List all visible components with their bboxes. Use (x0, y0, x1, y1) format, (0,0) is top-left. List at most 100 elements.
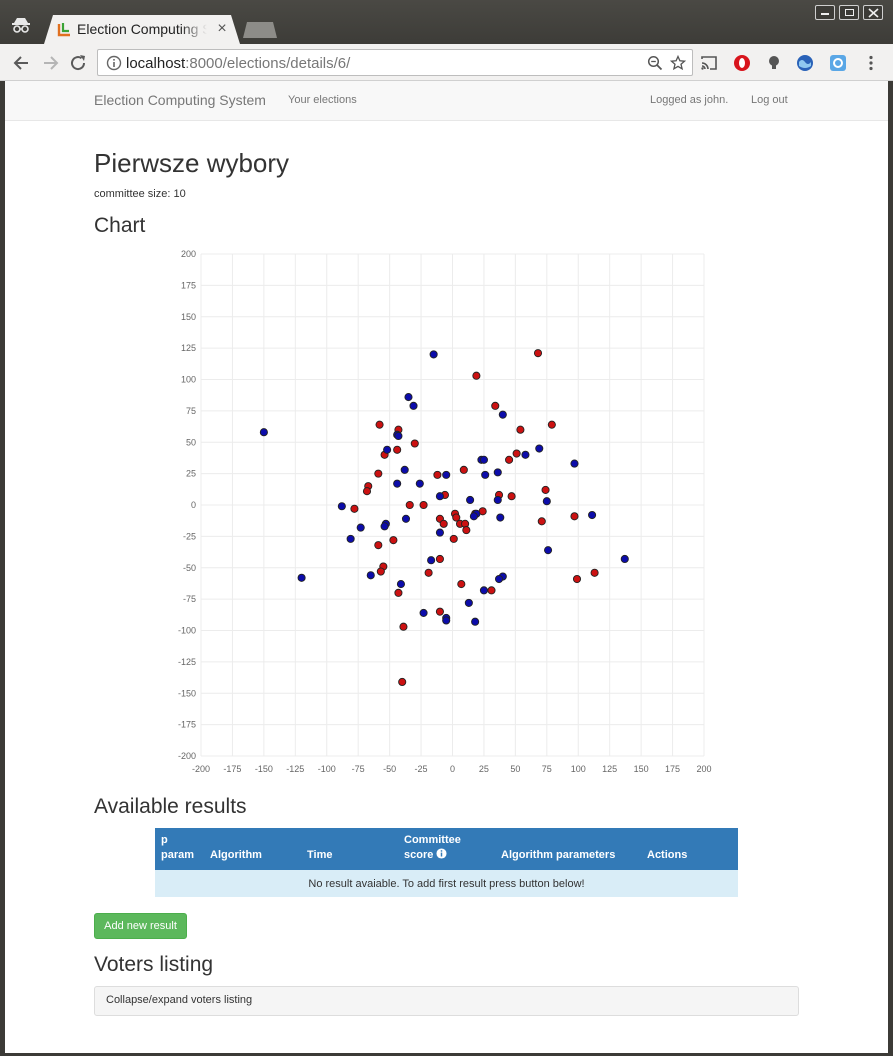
data-point-red (374, 541, 383, 550)
address-bar[interactable]: localhost:8000/elections/details/6/ (97, 49, 693, 76)
data-point-blue (380, 522, 389, 531)
col-committee-score: Committee score (398, 828, 495, 870)
data-point-blue (383, 445, 392, 454)
data-point-red (449, 534, 458, 543)
data-point-red (533, 349, 543, 358)
window-controls (811, 5, 883, 21)
data-point-red (410, 439, 419, 448)
data-point-blue (366, 571, 375, 580)
opera-extension-icon[interactable] (733, 54, 751, 72)
zoom-icon[interactable] (647, 55, 663, 71)
results-table: p param Algorithm Time Committee score Alg… (155, 828, 738, 897)
data-point-red (398, 677, 407, 687)
forward-arrow-icon[interactable] (40, 53, 60, 73)
y-tick-label: 100 (181, 375, 196, 385)
site-info-icon[interactable] (106, 55, 122, 71)
y-tick-label: -25 (183, 531, 196, 541)
data-point-red (547, 420, 556, 429)
logout-link[interactable]: Log out (751, 94, 788, 106)
y-tick-label: -150 (178, 688, 196, 698)
x-tick-label: 75 (542, 764, 552, 774)
data-point-red (374, 469, 383, 478)
back-arrow-icon[interactable] (12, 53, 32, 73)
data-point-blue (429, 350, 438, 359)
data-point-blue (498, 410, 507, 419)
data-point-blue (535, 444, 544, 453)
data-point-red (452, 513, 461, 522)
col-p-param: p param (155, 828, 204, 870)
incognito-icon (12, 18, 30, 33)
y-tick-label: -200 (178, 751, 196, 761)
data-point-blue (393, 479, 402, 488)
x-tick-label: -100 (318, 764, 336, 774)
voters-collapse-panel[interactable]: Collapse/expand voters listing (94, 986, 799, 1016)
col-score-line2: score (404, 849, 434, 861)
data-point-red (394, 588, 403, 597)
data-point-blue (415, 479, 424, 488)
y-tick-label: 150 (181, 312, 196, 322)
data-point-red (419, 500, 428, 510)
new-tab-button[interactable] (243, 22, 277, 38)
col-p-param-line2: param (161, 849, 195, 861)
minimize-window-button[interactable] (815, 5, 835, 20)
data-point-blue (435, 528, 444, 537)
data-point-blue (396, 580, 405, 589)
info-icon[interactable] (436, 848, 447, 859)
y-tick-label: 75 (186, 406, 196, 416)
gear-extension-icon[interactable] (829, 54, 847, 72)
page-viewport: Election Computing System Your elections… (5, 81, 888, 1053)
col-algorithm-parameters: Algorithm parameters (495, 828, 641, 870)
data-point-blue (496, 513, 505, 522)
y-tick-label: 50 (186, 437, 196, 447)
x-tick-label: 200 (696, 764, 711, 774)
data-point-blue (401, 514, 411, 523)
x-tick-label: -50 (383, 764, 396, 774)
browser-titlebar: Election Computing System × (0, 0, 893, 44)
data-point-red (572, 574, 582, 584)
bookmark-star-icon[interactable] (670, 55, 686, 71)
data-point-blue (469, 512, 478, 521)
close-window-button[interactable] (863, 5, 883, 20)
maximize-window-button[interactable] (839, 5, 859, 20)
data-point-blue (404, 393, 413, 402)
data-point-blue (544, 546, 553, 555)
chart-heading: Chart (94, 214, 146, 237)
col-actions: Actions (641, 828, 738, 870)
data-point-blue (479, 455, 488, 464)
data-point-blue (409, 401, 418, 410)
data-point-blue (471, 617, 480, 626)
data-point-blue (479, 586, 488, 595)
browser-tab-active[interactable]: Election Computing System × (44, 15, 240, 44)
x-tick-label: -25 (415, 764, 428, 774)
data-point-red (512, 449, 521, 458)
y-tick-label: -100 (178, 626, 196, 636)
data-point-blue (588, 510, 597, 520)
y-tick-label: 175 (181, 280, 196, 290)
lightbulb-extension-icon[interactable] (765, 54, 783, 72)
tab-close-icon[interactable]: × (217, 20, 227, 37)
url-host: localhost (126, 55, 186, 72)
data-point-red (590, 568, 599, 577)
x-tick-label: -75 (352, 764, 365, 774)
y-tick-label: 0 (191, 500, 196, 510)
data-point-blue (464, 598, 473, 607)
your-elections-link[interactable]: Your elections (288, 94, 357, 106)
data-point-red (541, 485, 550, 494)
data-point-blue (493, 468, 502, 477)
data-point-red (375, 420, 384, 429)
x-tick-label: -175 (223, 764, 241, 774)
data-point-blue (400, 465, 409, 474)
y-tick-label: 25 (186, 469, 196, 479)
add-new-result-button[interactable]: Add new result (94, 913, 187, 939)
logged-as-text: Logged as john. (650, 94, 729, 106)
y-tick-label: -125 (178, 657, 196, 667)
brand-link[interactable]: Election Computing System (94, 92, 266, 108)
data-point-blue (521, 450, 530, 459)
globe-extension-icon[interactable] (796, 54, 814, 72)
cast-icon[interactable] (700, 54, 718, 72)
menu-dots-icon[interactable] (862, 54, 880, 72)
reload-icon[interactable] (68, 53, 88, 73)
data-point-red (435, 554, 444, 564)
data-point-blue (356, 523, 365, 532)
site-favicon-icon (57, 23, 70, 37)
